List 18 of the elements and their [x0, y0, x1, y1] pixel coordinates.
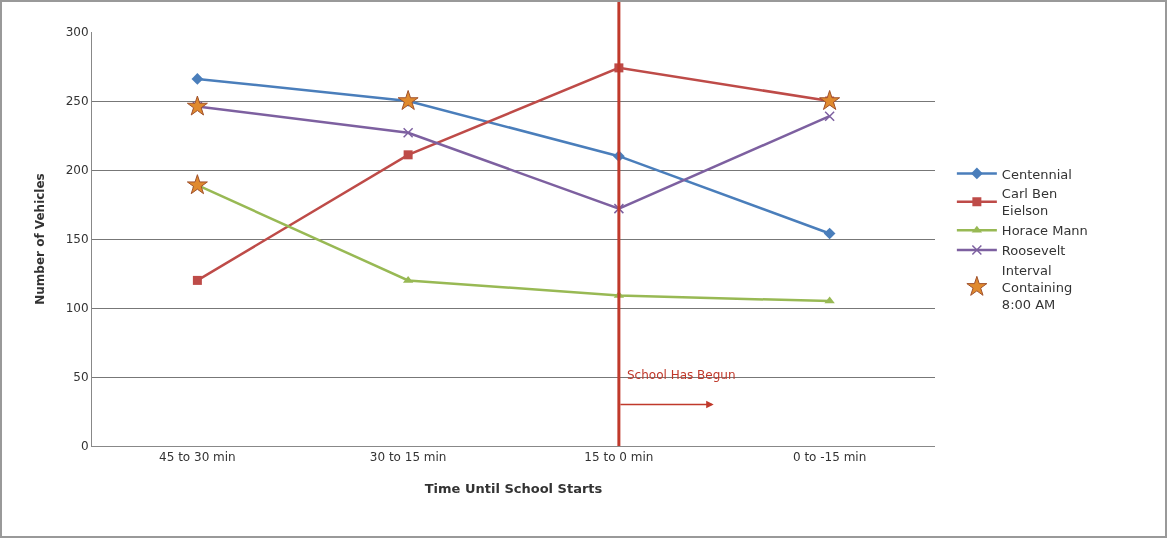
x-tick-label: 45 to 30 min: [159, 450, 236, 465]
y-tick-label: 200: [65, 163, 89, 178]
y-tick-label: 250: [65, 94, 89, 109]
x-tick-label: 30 to 15 min: [369, 450, 447, 465]
x-tick-label: 0 to -15 min: [792, 450, 867, 465]
legend-label: Centennial: [1001, 166, 1072, 182]
x-tick-label: 15 to 0 min: [584, 450, 654, 465]
legend-label: Roosevelt: [1001, 243, 1066, 259]
y-tick-label: 300: [65, 25, 89, 40]
y-tick-label: 100: [65, 301, 89, 316]
y-axis-title: Number of Vehicles: [32, 173, 47, 305]
legend-label: Interval Containing 8:00 AM: [1001, 263, 1073, 312]
y-tick-label: 50: [73, 370, 89, 385]
legend-label: Horace Mann: [1001, 223, 1088, 239]
y-tick-label: 0: [80, 439, 89, 454]
x-axis-title: Time Until School Starts: [424, 481, 603, 496]
y-tick-label: 150: [65, 232, 89, 247]
legend-label: Carl Ben Eielson: [1001, 186, 1058, 219]
